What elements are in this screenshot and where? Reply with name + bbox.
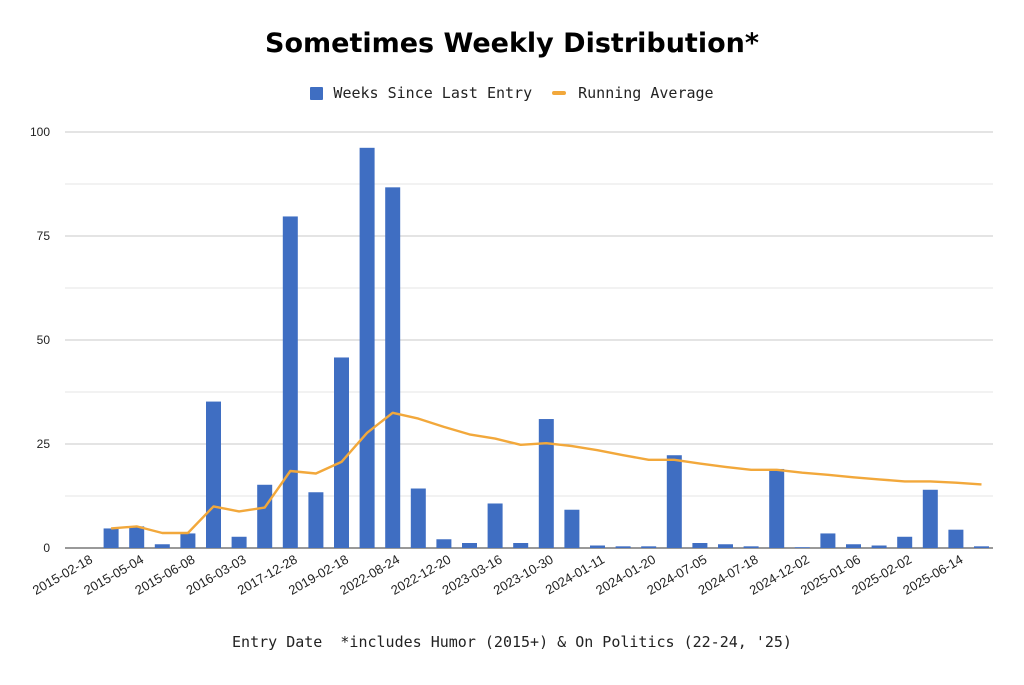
bar — [590, 545, 605, 548]
bar — [794, 547, 810, 548]
bar — [257, 484, 273, 548]
x-axis-title: Entry Date *includes Humor (2015+) & On … — [232, 633, 792, 651]
bar — [487, 503, 503, 548]
bar — [282, 216, 298, 548]
y-tick-label: 0 — [43, 541, 50, 555]
bar — [974, 546, 989, 548]
bar — [666, 455, 682, 548]
bar — [359, 147, 375, 549]
legend-swatch-bars — [310, 86, 324, 100]
legend-label-bars: Weeks Since Last Entry — [333, 84, 533, 102]
bar — [180, 533, 196, 548]
bar — [538, 419, 554, 548]
bar — [743, 546, 759, 548]
bar — [897, 536, 913, 548]
bar — [410, 488, 426, 548]
bar — [615, 546, 631, 548]
bar — [462, 543, 477, 548]
bar — [846, 544, 861, 548]
running-average-line — [111, 411, 982, 535]
bar — [436, 539, 452, 548]
bar — [513, 543, 529, 548]
legend-item-bars: Weeks Since Last Entry — [310, 84, 532, 102]
bar — [334, 357, 349, 548]
bar — [871, 545, 887, 548]
y-tick-label: 100 — [30, 125, 50, 139]
bar — [103, 528, 119, 548]
y-tick-label: 75 — [37, 229, 51, 243]
bar — [231, 536, 247, 548]
bar — [206, 401, 221, 548]
legend-item-line: Running Average — [552, 84, 714, 102]
legend-swatch-line — [552, 91, 567, 95]
bar — [948, 529, 964, 548]
bar — [154, 544, 170, 548]
bar — [641, 546, 657, 548]
bar — [385, 187, 401, 548]
y-tick-label: 50 — [37, 333, 51, 347]
chart-title: Sometimes Weekly Distribution* — [265, 28, 759, 59]
bar — [718, 544, 733, 548]
bar — [129, 526, 145, 548]
y-tick-label: 25 — [37, 437, 51, 451]
bar — [922, 489, 938, 548]
bar — [820, 533, 836, 548]
bar — [564, 509, 580, 548]
bar — [769, 468, 785, 548]
bar — [692, 543, 708, 548]
bar — [308, 492, 324, 548]
legend: Weeks Since Last Entry Running Average — [0, 84, 1024, 102]
legend-label-line: Running Average — [578, 84, 714, 102]
